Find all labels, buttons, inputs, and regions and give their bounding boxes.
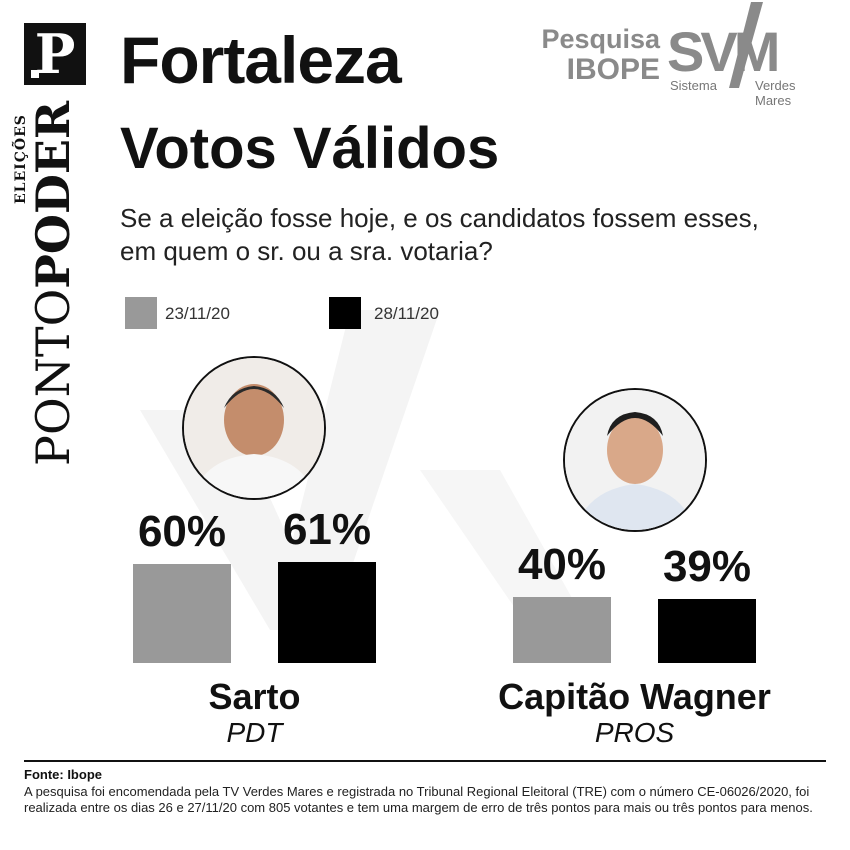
candidate-party-sarto: PDT: [226, 717, 283, 748]
svm-logo-sub1: Sistema: [670, 78, 717, 93]
candidate-party-capitao-wagner: PROS: [594, 717, 675, 748]
svm-logo-sub2: Verdes Mares: [755, 78, 796, 108]
legend-label-series-1: 23/11/20: [165, 304, 230, 323]
brand-name: PONTOPODER: [26, 100, 80, 466]
survey-question: Se a eleição fosse hoje, e os candidatos…: [120, 203, 759, 266]
legend-swatch-series-1: [125, 297, 157, 329]
ibope-logo-line2: IBOPE: [566, 53, 660, 86]
brand-name-light: PONTO: [26, 288, 80, 466]
brand-logo-dot: [31, 70, 39, 78]
candidate-name-capitao-wagner: Capitão Wagner: [498, 676, 771, 717]
portrait-icon: [565, 390, 705, 530]
brand-subtitle: ELEIÇÕES: [13, 114, 29, 204]
portrait-icon: [184, 358, 324, 498]
brand-logo-letter: P: [34, 22, 76, 86]
legend-swatch-series-2: [329, 297, 361, 329]
methodology-note: A pesquisa foi encomendada pela TV Verde…: [24, 784, 813, 815]
bar-capitao-wagner-23-11-20: [513, 597, 611, 663]
bar-sarto-23-11-20: [133, 564, 231, 663]
city-title: Fortaleza: [120, 23, 402, 97]
footer-divider: [24, 760, 826, 762]
value-label-sarto-23-11-20: 60%: [137, 507, 227, 556]
value-label-capitao-wagner-23-11-20: 40%: [517, 540, 607, 589]
legend-label-series-2: 28/11/20: [374, 304, 439, 323]
brand-wordmark: PONTOPODER ELEIÇÕES: [13, 86, 86, 466]
brand-logo: P: [24, 23, 86, 85]
ibope-logo-line1: Pesquisa: [541, 24, 660, 54]
svm-logo: SVM Sistema Verdes Mares: [667, 2, 827, 108]
candidate-photo-sarto: [182, 356, 326, 500]
bar-capitao-wagner-28-11-20: [658, 598, 756, 663]
chart-title: Votos Válidos: [120, 116, 500, 181]
ibope-logo: Pesquisa IBOPE: [520, 24, 660, 86]
svm-logo-text: SVM: [667, 20, 780, 83]
candidate-photo-capitao-wagner: [563, 388, 707, 532]
bar-sarto-28-11-20: [278, 562, 376, 663]
value-label-capitao-wagner-28-11-20: 39%: [662, 541, 752, 591]
source-note: Fonte: Ibope: [24, 767, 102, 782]
brand-name-bold: PODER: [26, 100, 80, 289]
svm-logo-mark-icon: [729, 2, 763, 88]
value-label-sarto-28-11-20: 61%: [282, 505, 372, 555]
candidate-name-sarto: Sarto: [208, 676, 301, 717]
